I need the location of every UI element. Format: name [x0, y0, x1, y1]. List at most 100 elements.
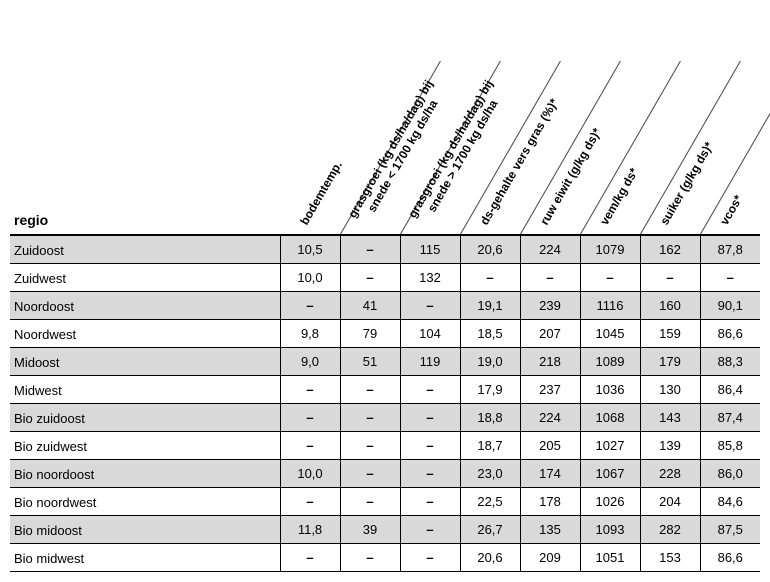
value-cell: 1045 — [580, 320, 640, 348]
regio-cell: Bio midwest — [10, 544, 280, 572]
value-cell: 39 — [340, 516, 400, 544]
value-cell: 18,5 — [460, 320, 520, 348]
regio-cell: Noordwest — [10, 320, 280, 348]
value-cell: 86,6 — [700, 544, 760, 572]
value-cell: 1051 — [580, 544, 640, 572]
value-cell: 87,5 — [700, 516, 760, 544]
value-cell: 209 — [520, 544, 580, 572]
value-cell: 153 — [640, 544, 700, 572]
value-cell: 160 — [640, 292, 700, 320]
value-cell: – — [340, 544, 400, 572]
value-cell: – — [340, 404, 400, 432]
value-cell: – — [400, 376, 460, 404]
value-cell: – — [280, 432, 340, 460]
table-row: Bio midwest–––20,6209105115386,6 — [10, 544, 760, 572]
value-cell: 1093 — [580, 516, 640, 544]
regio-cell: Zuidwest — [10, 264, 280, 292]
table-row: Zuidwest10,0–132––––– — [10, 264, 760, 292]
regio-cell: Bio zuidoost — [10, 404, 280, 432]
value-cell: 205 — [520, 432, 580, 460]
value-cell: – — [640, 264, 700, 292]
value-cell: – — [340, 264, 400, 292]
header-row: regio bodemtemp.grasgroei (kg ds/ha/dag)… — [10, 10, 760, 235]
table-row: Bio zuidwest–––18,7205102713985,8 — [10, 432, 760, 460]
value-cell: – — [400, 432, 460, 460]
value-cell: 19,1 — [460, 292, 520, 320]
value-cell: 86,6 — [700, 320, 760, 348]
value-cell: 1036 — [580, 376, 640, 404]
value-cell: – — [340, 432, 400, 460]
column-header-label: vcos* — [718, 193, 746, 228]
table-row: Noordoost–41–19,1239111616090,1 — [10, 292, 760, 320]
value-cell: 10,0 — [280, 264, 340, 292]
regio-cell: Bio midoost — [10, 516, 280, 544]
table-row: Midoost9,05111919,0218108917988,3 — [10, 348, 760, 376]
column-header: bodemtemp. — [280, 10, 340, 235]
value-cell: – — [340, 488, 400, 516]
value-cell: 224 — [520, 404, 580, 432]
value-cell: 10,5 — [280, 235, 340, 264]
value-cell: – — [280, 404, 340, 432]
value-cell: 20,6 — [460, 544, 520, 572]
value-cell: 1067 — [580, 460, 640, 488]
value-cell: 87,4 — [700, 404, 760, 432]
value-cell: 132 — [400, 264, 460, 292]
value-cell: – — [280, 376, 340, 404]
value-cell: 88,3 — [700, 348, 760, 376]
column-header: ruw eiwit (g/kg ds)* — [520, 10, 580, 235]
regio-cell: Bio zuidwest — [10, 432, 280, 460]
regio-cell: Zuidoost — [10, 235, 280, 264]
column-header: grasgroei (kg ds/ha/dag) bijsnede > 1700… — [400, 10, 460, 235]
value-cell: – — [400, 292, 460, 320]
value-cell: 17,9 — [460, 376, 520, 404]
value-cell: 1026 — [580, 488, 640, 516]
value-cell: 104 — [400, 320, 460, 348]
value-cell: – — [340, 460, 400, 488]
table-body: Zuidoost10,5–11520,6224107916287,8Zuidwe… — [10, 235, 760, 572]
regio-cell: Midoost — [10, 348, 280, 376]
value-cell: 115 — [400, 235, 460, 264]
column-header: suiker (g/kg ds)* — [640, 10, 700, 235]
value-cell: 18,7 — [460, 432, 520, 460]
value-cell: – — [280, 292, 340, 320]
value-cell: 41 — [340, 292, 400, 320]
regio-cell: Noordoost — [10, 292, 280, 320]
value-cell: 135 — [520, 516, 580, 544]
value-cell: 1079 — [580, 235, 640, 264]
column-header: grasgroei (kg ds/ha/dag) bijsnede < 1700… — [340, 10, 400, 235]
value-cell: – — [340, 235, 400, 264]
value-cell: 1089 — [580, 348, 640, 376]
data-table: regio bodemtemp.grasgroei (kg ds/ha/dag)… — [10, 10, 760, 572]
value-cell: 86,0 — [700, 460, 760, 488]
value-cell: – — [400, 544, 460, 572]
column-header-label: vem/kg ds* — [598, 166, 642, 228]
value-cell: – — [400, 404, 460, 432]
value-cell: – — [400, 460, 460, 488]
table-row: Noordwest9,87910418,5207104515986,6 — [10, 320, 760, 348]
value-cell: 139 — [640, 432, 700, 460]
value-cell: 237 — [520, 376, 580, 404]
value-cell: – — [400, 488, 460, 516]
value-cell: 85,8 — [700, 432, 760, 460]
value-cell: 179 — [640, 348, 700, 376]
value-cell: 9,8 — [280, 320, 340, 348]
value-cell: 26,7 — [460, 516, 520, 544]
value-cell: 207 — [520, 320, 580, 348]
value-cell: 51 — [340, 348, 400, 376]
value-cell: 159 — [640, 320, 700, 348]
regio-cell: Midwest — [10, 376, 280, 404]
column-header-label: bodemtemp. — [298, 159, 346, 228]
value-cell: – — [280, 544, 340, 572]
column-header: vem/kg ds* — [580, 10, 640, 235]
value-cell: 218 — [520, 348, 580, 376]
table-row: Bio noordoost10,0––23,0174106722886,0 — [10, 460, 760, 488]
value-cell: 20,6 — [460, 235, 520, 264]
value-cell: 90,1 — [700, 292, 760, 320]
value-cell: – — [400, 516, 460, 544]
value-cell: 239 — [520, 292, 580, 320]
value-cell: 1116 — [580, 292, 640, 320]
column-header: vcos* — [700, 10, 760, 235]
value-cell: 119 — [400, 348, 460, 376]
value-cell: – — [340, 376, 400, 404]
value-cell: – — [580, 264, 640, 292]
